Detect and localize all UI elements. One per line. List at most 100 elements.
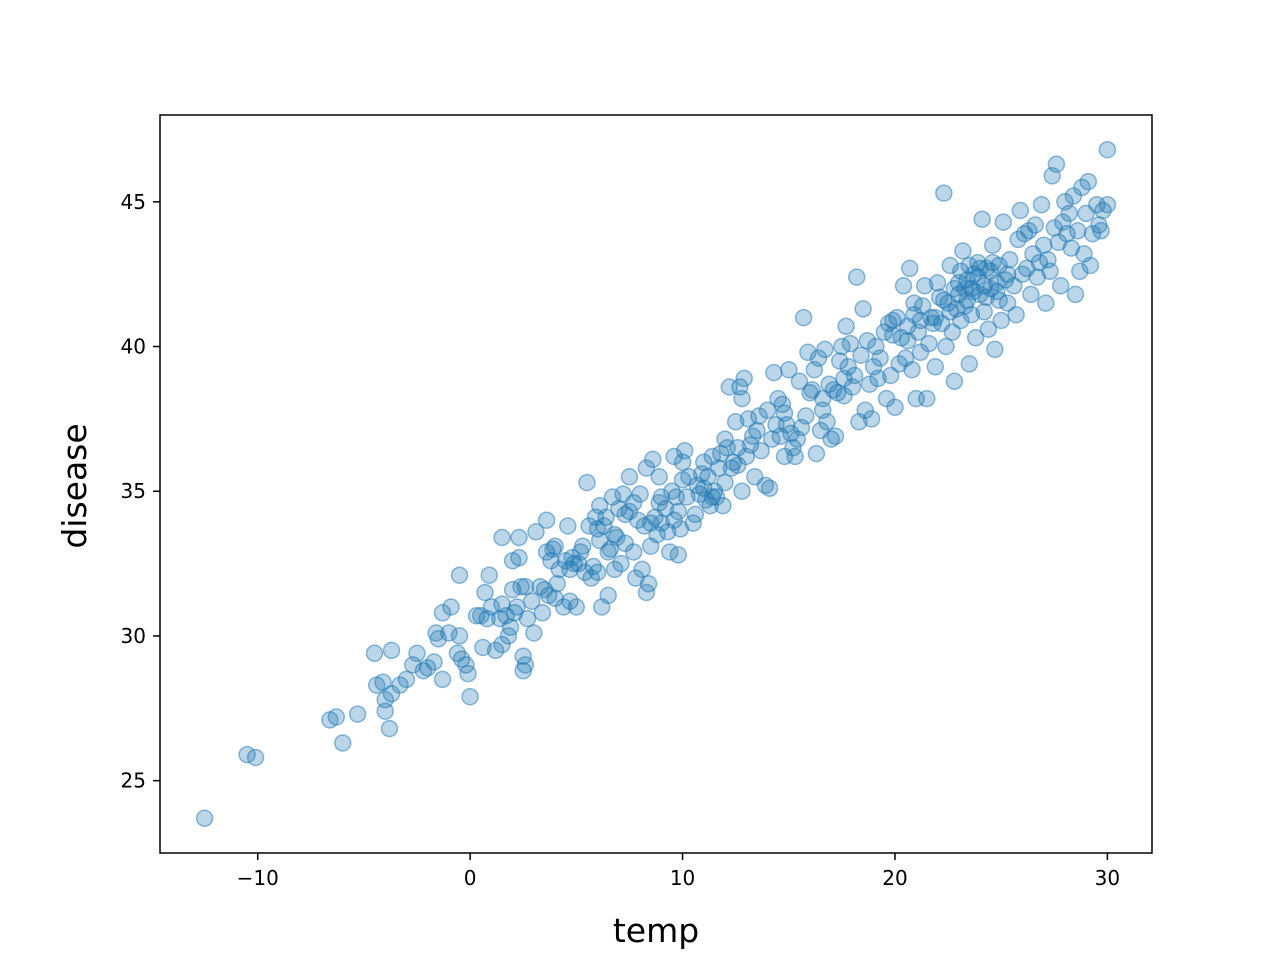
data-point-194: [799, 343, 817, 362]
data-point-86: [573, 537, 592, 555]
data-point-68: [537, 511, 556, 529]
data-point-257: [935, 184, 953, 202]
data-point-136: [669, 546, 688, 564]
data-point-179: [765, 363, 783, 382]
data-point-79: [559, 517, 577, 535]
data-point-141: [678, 488, 696, 506]
data-point-285: [994, 213, 1013, 231]
data-point-109: [620, 468, 639, 486]
data-point-173: [750, 407, 768, 425]
data-point-269: [960, 355, 979, 373]
data-point-41: [482, 598, 501, 616]
data-point-329: [1092, 222, 1110, 240]
data-point-250: [920, 334, 938, 353]
data-point-120: [639, 575, 658, 593]
data-point-12: [380, 719, 399, 738]
data-point-362: [650, 494, 668, 512]
data-point-14: [382, 641, 401, 660]
data-point-302: [1032, 195, 1051, 214]
x-axis: −10 0 10 20 30: [237, 853, 1120, 890]
data-point-224: [862, 410, 881, 428]
data-point-315: [1060, 204, 1078, 223]
data-point-6: [348, 705, 367, 723]
data-point-361: [669, 502, 688, 521]
data-point-140: [675, 441, 694, 460]
y-axis-title: disease: [55, 423, 94, 548]
data-point-35: [467, 606, 486, 625]
data-point-16: [397, 670, 416, 689]
data-point-209: [830, 352, 849, 370]
data-point-254: [928, 274, 947, 292]
data-point-116: [633, 560, 651, 579]
data-point-29: [450, 566, 469, 584]
data-point-61: [518, 609, 537, 628]
data-point-349: [926, 308, 945, 327]
data-point-189: [786, 447, 804, 466]
data-point-290: [1007, 305, 1025, 324]
data-point-319: [1068, 222, 1087, 240]
data-point-242: [903, 360, 921, 379]
y-axis: 25 30 35 40 45: [121, 190, 160, 793]
data-point-75: [548, 575, 566, 593]
data-point-0: [195, 809, 214, 828]
data-point-115: [631, 485, 649, 503]
data-point-104: [607, 528, 626, 547]
y-tick-label: 45: [121, 190, 146, 214]
data-point-299: [1026, 216, 1044, 234]
data-point-177: [760, 479, 779, 498]
data-point-162: [726, 413, 745, 431]
data-point-216: [845, 366, 864, 385]
data-point-186: [780, 360, 798, 379]
data-point-93: [588, 563, 607, 582]
x-tick-label: −10: [237, 866, 279, 890]
data-point-24: [433, 604, 452, 622]
data-point-26: [440, 624, 458, 642]
x-axis-title: temp: [613, 911, 699, 950]
data-point-123: [644, 450, 662, 469]
data-point-304: [1037, 294, 1055, 312]
data-point-303: [1034, 236, 1053, 254]
data-point-212: [837, 317, 855, 336]
data-point-352: [998, 265, 1017, 283]
data-point-227: [869, 369, 887, 388]
data-point-72: [544, 540, 562, 558]
data-point-363: [616, 505, 634, 524]
data-point-144: [686, 505, 705, 524]
data-point-207: [826, 427, 845, 445]
data-point-166: [733, 482, 751, 500]
data-point-309: [1047, 155, 1066, 173]
data-point-7: [365, 644, 384, 663]
data-point-191: [790, 372, 809, 391]
data-point-54: [510, 528, 528, 547]
data-point-228: [871, 349, 889, 367]
data-point-74: [546, 537, 564, 555]
data-point-258: [937, 337, 955, 356]
data-point-270: [962, 305, 981, 324]
data-point-334: [952, 262, 970, 281]
data-point-56: [512, 577, 530, 596]
data-point-5: [333, 734, 352, 752]
data-point-280: [983, 236, 1002, 254]
data-point-87: [578, 473, 596, 492]
data-point-9: [374, 673, 392, 691]
data-point-364: [605, 525, 624, 544]
data-point-167: [735, 369, 753, 388]
data-point-213: [839, 358, 857, 376]
data-point-134: [665, 447, 683, 466]
x-tick-label: 0: [464, 866, 477, 890]
data-point-372: [835, 386, 853, 405]
x-tick-label: 30: [1095, 866, 1120, 890]
data-point-281: [986, 340, 1004, 359]
y-tick-label: 40: [121, 335, 146, 359]
data-point-262: [945, 372, 964, 391]
data-point-34: [461, 687, 479, 706]
data-point-324: [1079, 172, 1098, 191]
data-point-358: [703, 488, 722, 506]
data-point-272: [966, 329, 985, 347]
data-point-60: [516, 577, 535, 596]
data-point-199: [809, 349, 828, 367]
data-point-33: [459, 664, 477, 683]
data-point-198: [807, 444, 826, 463]
data-point-232: [881, 366, 900, 385]
data-point-106: [612, 554, 630, 573]
